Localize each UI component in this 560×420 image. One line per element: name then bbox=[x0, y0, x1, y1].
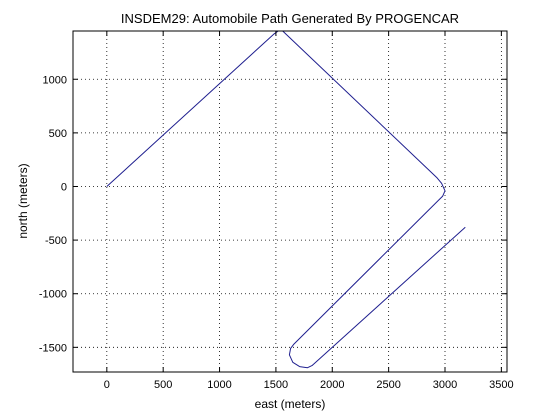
chart-title: INSDEM29: Automobile Path Generated By P… bbox=[121, 11, 459, 26]
x-tick-label: 3000 bbox=[433, 379, 457, 391]
plot-area-frame bbox=[72, 30, 508, 373]
ticks: 0 500 1000 1500 2000 2500 3000 3500 -1500 -1000 -5… bbox=[39, 31, 514, 391]
x-tick-label: 2500 bbox=[376, 379, 400, 391]
x-tick-label: 2000 bbox=[320, 379, 344, 391]
plot-area-background bbox=[73, 31, 507, 372]
y-axis-title: north (meters) bbox=[16, 163, 30, 238]
y-tick-label: 500 bbox=[49, 128, 67, 140]
y-tick-label: 0 bbox=[61, 181, 67, 193]
y-tick-label: 1000 bbox=[43, 74, 67, 86]
x-tick-label: 1000 bbox=[207, 379, 231, 391]
y-tick-label: -500 bbox=[45, 235, 67, 247]
x-tick-label: 3500 bbox=[489, 379, 513, 391]
x-axis-title: east (meters) bbox=[255, 397, 326, 411]
y-tick-label: -1000 bbox=[39, 289, 67, 301]
grid-lines bbox=[73, 31, 507, 372]
x-tick-label: 0 bbox=[104, 379, 110, 391]
x-tick-label: 1500 bbox=[264, 379, 288, 391]
x-tick-label: 500 bbox=[154, 379, 172, 391]
y-tick-label: -1500 bbox=[39, 342, 67, 354]
